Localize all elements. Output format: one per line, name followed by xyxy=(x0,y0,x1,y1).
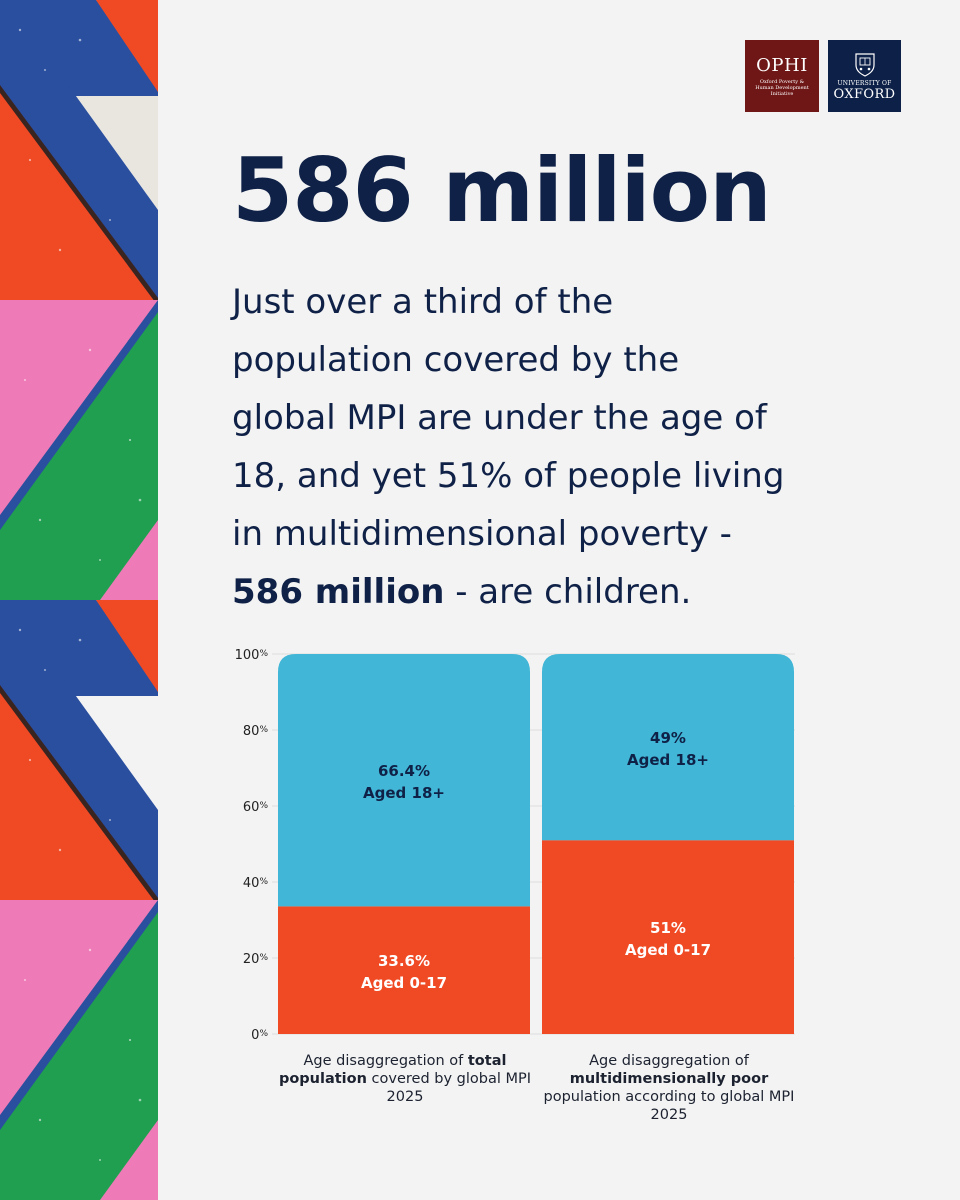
ophi-logo-subtitle: Oxford Poverty & Human Development Initi… xyxy=(755,79,809,97)
stacked-bar-chart: 0% 20% 40% 60% 80% 100% 33.6% Aged 0-17 66.4% Age… xyxy=(235,648,795,1043)
bar-value-label: 49% xyxy=(650,729,686,747)
caption-1-bold: total population xyxy=(278,1053,507,1087)
body-text: Just over a third of the population cove… xyxy=(232,273,932,621)
bar-segment-name: Aged 18+ xyxy=(627,751,709,769)
bar-segment-children xyxy=(542,840,794,1034)
ophi-logo: OPHI Oxford Poverty & Human Development … xyxy=(745,40,819,112)
bar-segment-adults xyxy=(278,654,530,907)
body-line-2: population covered by the xyxy=(232,340,680,380)
bar-segment-name: Aged 0-17 xyxy=(361,974,447,992)
oxford-logo-line1: UNIVERSITY OF xyxy=(837,79,892,87)
body-line-4: 18, and yet 51% of people living xyxy=(232,456,785,496)
y-tick-label: 20% xyxy=(243,952,269,967)
y-tick-label: 80% xyxy=(243,724,269,739)
bar-segment-adults xyxy=(542,654,794,841)
body-line-6-rest: - are children. xyxy=(444,572,692,612)
caption-1-pre: Age disaggregation of xyxy=(303,1053,468,1069)
body-line-1: Just over a third of the xyxy=(232,282,614,322)
bar-value-label: 66.4% xyxy=(378,762,430,780)
y-tick-label: 60% xyxy=(243,800,269,815)
body-line-5: in multidimensional poverty - xyxy=(232,514,732,554)
decorative-pattern-strip xyxy=(0,0,158,1200)
caption-2-post: population according to global MPI 2025 xyxy=(543,1089,795,1123)
oxford-logo-line2: OXFORD xyxy=(833,86,896,102)
oxford-crest-icon xyxy=(854,52,875,77)
bar-caption-poor: Age disaggregation of multidimensionally… xyxy=(530,1052,808,1124)
ophi-logo-name: OPHI xyxy=(756,55,808,76)
y-tick-label: 100% xyxy=(235,648,269,663)
bar-value-label: 51% xyxy=(650,919,686,937)
body-line-3: global MPI are under the age of xyxy=(232,398,767,438)
body-line-6-bold: 586 million xyxy=(232,572,445,612)
bar-value-label: 33.6% xyxy=(378,952,430,970)
oxford-logo: UNIVERSITY OF OXFORD xyxy=(828,40,901,112)
bar-segment-name: Aged 18+ xyxy=(363,784,445,802)
caption-2-pre: Age disaggregation of xyxy=(589,1053,749,1069)
caption-1-post: covered by global MPI 2025 xyxy=(366,1071,532,1105)
y-tick-label: 40% xyxy=(243,876,269,891)
headline: 586 million xyxy=(232,139,772,242)
body-line-6: 586 million - are children. xyxy=(232,563,932,621)
y-tick-label: 0% xyxy=(251,1028,268,1043)
caption-2-bold: multidimensionally poor xyxy=(569,1071,769,1087)
bar-segment-name: Aged 0-17 xyxy=(625,941,711,959)
bar-caption-total: Age disaggregation of total population c… xyxy=(266,1052,544,1106)
bar-segment-children xyxy=(278,906,530,1034)
